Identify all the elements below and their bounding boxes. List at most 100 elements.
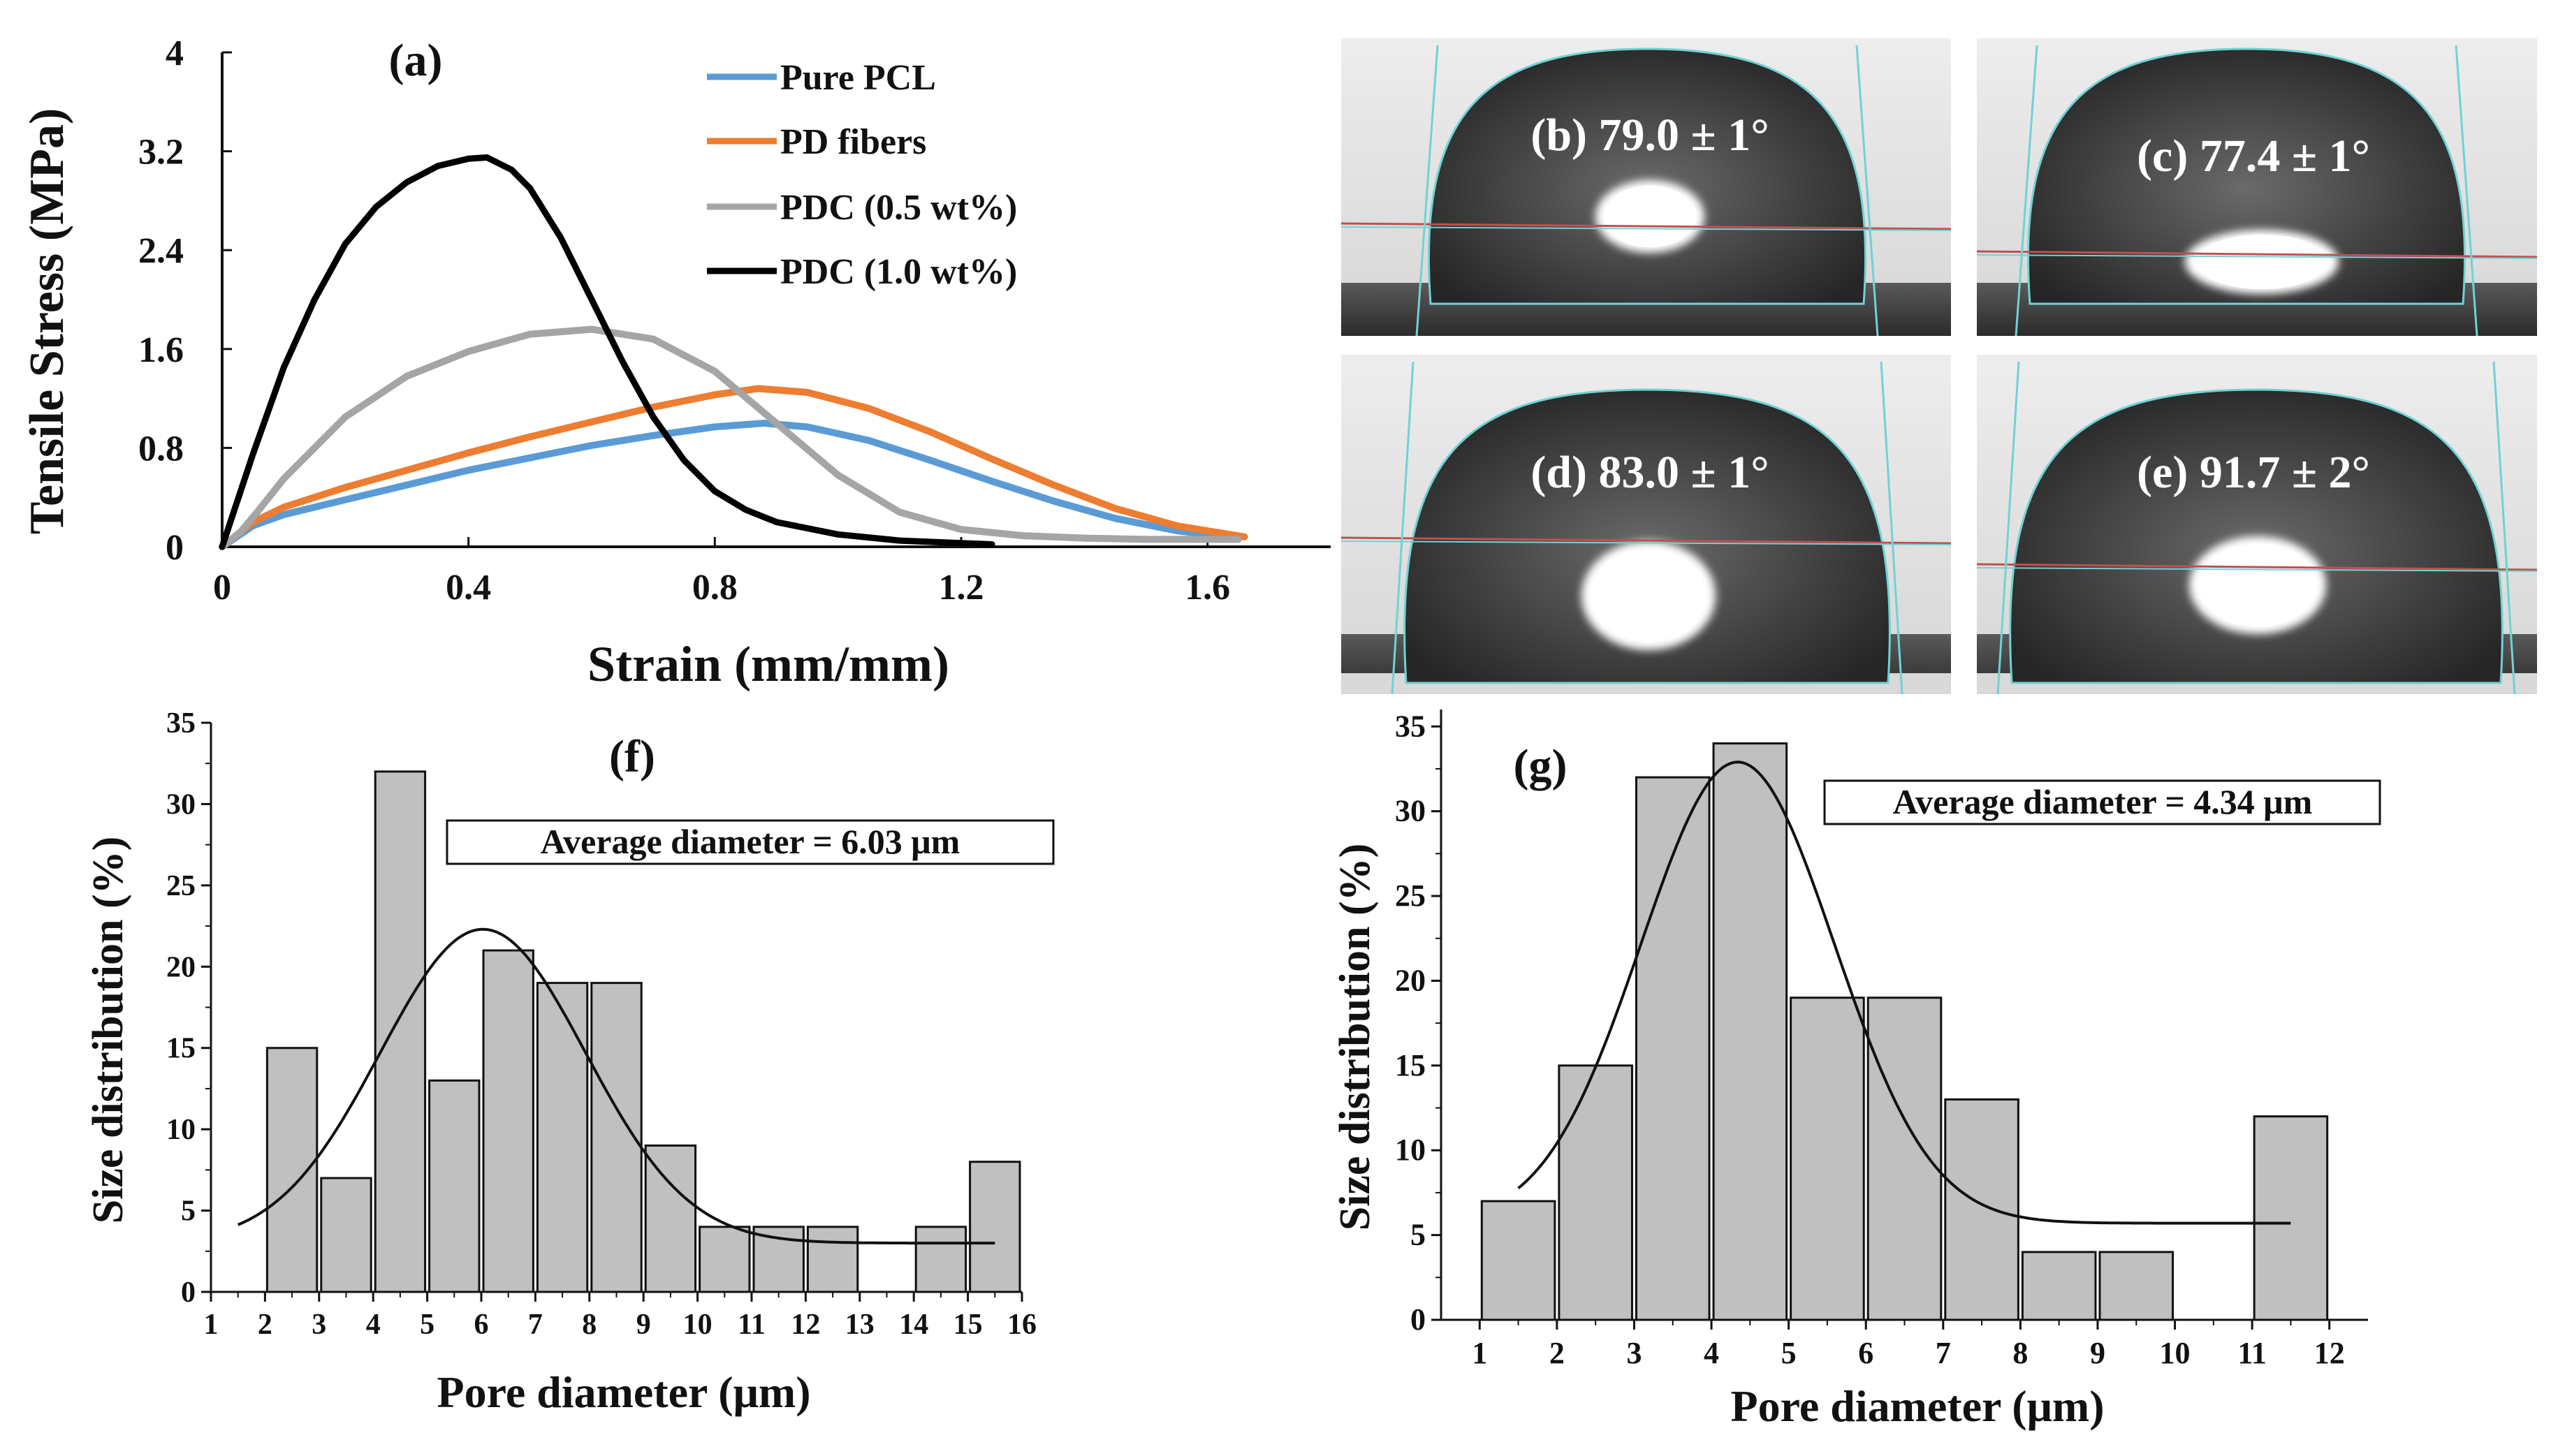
contact-angle-photo: (d) 83.0 ± 1° <box>1340 355 1952 695</box>
hist-y-tick-label: 10 <box>166 1114 196 1146</box>
tensile-x-tick-label: 1.6 <box>1185 568 1230 608</box>
hist-y-tick-label: 20 <box>1395 963 1426 997</box>
droplet <box>1427 47 1867 305</box>
baseline-cyan <box>1340 226 1952 231</box>
tensile-y-tick-label: 4 <box>166 34 184 73</box>
histogram-bar <box>914 1226 967 1293</box>
contact-angle-label: (c) 77.4 ± 1° <box>2137 131 2370 182</box>
baseline-red <box>1340 222 1952 230</box>
hist-y-tick-label: 0 <box>1410 1302 1426 1337</box>
hist-y-tick-label: 30 <box>166 788 196 821</box>
panel-label-f: (f) <box>609 731 655 782</box>
gaussian-fit-curve <box>237 927 995 1245</box>
histogram-bar <box>428 1079 481 1293</box>
hist-y-tick-label: 30 <box>1395 794 1426 828</box>
hist-x-tick-label: 12 <box>2314 1336 2345 1370</box>
contact-angle-photo: (c) 77.4 ± 1° <box>1976 38 2538 337</box>
histogram-bar <box>2098 1251 2175 1321</box>
tensile-y-tick-label: 1.6 <box>138 330 184 370</box>
tangent-left <box>1391 361 1415 695</box>
hist-x-tick-label: 7 <box>528 1309 543 1341</box>
tensile-x-axis-label: Strain (mm/mm) <box>587 636 949 692</box>
hist-x-tick-label: 9 <box>2090 1336 2105 1370</box>
contact-angle-photo: (b) 79.0 ± 1° <box>1340 38 1952 337</box>
hist-x-tick-label: 1 <box>204 1309 219 1341</box>
tensile-x-tick-label: 1.2 <box>939 568 984 608</box>
tensile-legend: Pure PCL PD fibers PDC (0.5 wt%) PDC (1.0 w… <box>707 58 1017 292</box>
tangent-left <box>1415 45 1439 337</box>
hist-x-tick-label: 13 <box>845 1309 875 1341</box>
legend-label: PDC (1.0 wt%) <box>780 252 1017 292</box>
tensile-axes: 0 0.8 1.6 2.4 3.2 4 0 0.4 0.8 1.2 1.6 <box>138 34 1331 608</box>
hist-y-tick-label: 15 <box>166 1033 196 1065</box>
avg-diameter-g: Average diameter = 4.34 μm <box>1893 782 2313 821</box>
histogram-bar <box>265 1047 319 1293</box>
tensile-chart: (a) 0 0.8 1.6 2.4 3.2 4 0 0.4 0.8 1.2 1.6 Pure PCL… <box>20 34 1331 692</box>
hist-y-tick-label: 20 <box>166 951 196 983</box>
tensile-y-tick-label: 0 <box>166 528 184 568</box>
baseline-red <box>1976 563 2538 571</box>
histogram-g-x-axis-label: Pore diameter (μm) <box>1730 1381 2104 1431</box>
histogram-bar <box>2021 1251 2097 1321</box>
baseline-cyan <box>1976 567 2538 572</box>
droplet-highlight-core <box>1591 549 1706 642</box>
hist-x-tick-label: 8 <box>582 1309 597 1341</box>
avg-diameter-box-g <box>1823 779 2381 825</box>
histogram-bar <box>1558 1064 1633 1321</box>
hist-x-tick-label: 5 <box>420 1309 434 1341</box>
tangent-right <box>1855 45 1879 337</box>
histogram-bar <box>374 770 427 1293</box>
legend-label: PDC (0.5 wt%) <box>780 188 1017 228</box>
hist-y-tick-label: 35 <box>166 707 196 740</box>
histogram-bar <box>1635 776 1711 1321</box>
contact-angle-label: (e) 91.7 ± 2° <box>2137 447 2370 498</box>
histogram-g-bars <box>1480 742 2329 1321</box>
droplet-highlight-core <box>2199 543 2316 627</box>
hist-y-tick-label: 5 <box>1410 1218 1426 1252</box>
series-pdc-0-5-wt <box>219 325 1242 550</box>
hist-x-tick-label: 9 <box>636 1309 651 1341</box>
histogram-bar <box>482 949 534 1293</box>
droplet <box>2026 47 2466 305</box>
droplet <box>1403 388 1891 684</box>
hist-x-tick-label: 2 <box>258 1309 272 1341</box>
baseline-cyan <box>1340 541 1952 545</box>
contact-angle-photo: (e) 91.7 ± 2° <box>1976 355 2538 695</box>
droplet <box>2009 388 2504 684</box>
hist-y-tick-label: 15 <box>1395 1048 1426 1082</box>
tensile-y-tick-label: 0.8 <box>138 429 184 469</box>
hist-x-tick-label: 12 <box>791 1309 820 1341</box>
hist-x-tick-label: 3 <box>1626 1336 1642 1370</box>
series-pd-fibers <box>219 385 1248 550</box>
hist-x-tick-label: 14 <box>899 1309 928 1341</box>
hist-x-tick-label: 16 <box>1007 1309 1037 1341</box>
hist-x-tick-label: 8 <box>2012 1336 2028 1370</box>
tensile-y-tick-label: 3.2 <box>138 133 184 172</box>
hist-x-tick-label: 10 <box>2160 1336 2191 1370</box>
tangent-right <box>2455 45 2478 337</box>
baseline-red <box>1976 250 2538 258</box>
histogram-f-fit <box>237 927 995 1245</box>
hist-x-tick-label: 11 <box>738 1309 766 1341</box>
hist-x-tick-label: 4 <box>366 1309 381 1341</box>
hist-y-tick-label: 0 <box>181 1277 196 1309</box>
histogram-g-y-axis-label: Size distribution (%) <box>1331 844 1379 1231</box>
hist-x-tick-label: 7 <box>1936 1336 1951 1370</box>
droplet-highlight-core <box>1603 185 1697 248</box>
histogram-bar <box>752 1226 805 1293</box>
hist-x-tick-label: 6 <box>474 1309 489 1341</box>
contact-angle-images: (b) 79.0 ± 1° (c) 77.4 ± 1° (d) 83.0 ± 1° (… <box>1340 38 2538 695</box>
tensile-series <box>219 154 1248 550</box>
hist-x-tick-label: 5 <box>1781 1336 1797 1370</box>
legend-label: Pure PCL <box>780 58 936 98</box>
hist-x-tick-label: 11 <box>2237 1336 2267 1370</box>
avg-diameter-f: Average diameter = 6.03 μm <box>541 822 960 861</box>
hist-x-tick-label: 1 <box>1472 1336 1487 1370</box>
hist-x-tick-label: 4 <box>1704 1336 1719 1370</box>
hist-y-tick-label: 25 <box>166 870 196 902</box>
hist-y-tick-label: 10 <box>1395 1133 1426 1167</box>
hist-y-tick-label: 25 <box>1395 878 1426 913</box>
panel-label-a: (a) <box>389 35 443 86</box>
